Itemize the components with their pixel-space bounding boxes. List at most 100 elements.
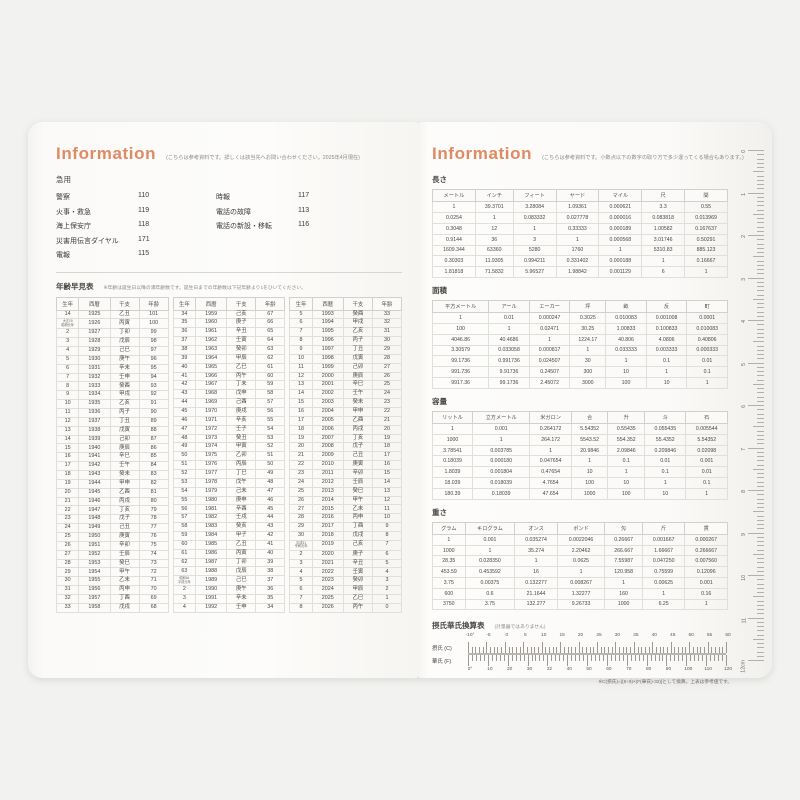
table-cell: 5 bbox=[289, 309, 313, 320]
table-header-row: リットル 立方メートル 米ガロン合升斗石 bbox=[432, 410, 728, 425]
table-header-row: 生年 西暦 干支 年齢 bbox=[289, 297, 403, 311]
ruler-tick bbox=[757, 464, 764, 466]
table-cell: 67 bbox=[255, 309, 286, 320]
table-cell: 41 bbox=[255, 539, 286, 550]
scale-tick bbox=[698, 655, 699, 662]
emergency-row: 災害用伝言ダイヤル 171 bbox=[56, 236, 172, 246]
table-cell: 22 bbox=[289, 460, 313, 470]
ruler-tick bbox=[757, 524, 764, 525]
table-cell: 甲午 bbox=[109, 567, 140, 578]
table-cell: 1946 bbox=[78, 496, 111, 507]
table-cell: 98 bbox=[138, 337, 169, 347]
table-cell: 100 bbox=[138, 318, 169, 330]
table-cell: 1 bbox=[512, 222, 557, 235]
table-cell: 0.55 bbox=[684, 201, 728, 214]
table-cell: 45 bbox=[255, 504, 286, 515]
table-cell: 9.26733 bbox=[556, 598, 606, 611]
ruler-tick bbox=[757, 558, 764, 559]
table-row: 1609.344 63360 5280 1760 1 5310.83 885.123 bbox=[432, 244, 728, 257]
ruler-tick bbox=[757, 634, 764, 636]
table-cell: 1949 bbox=[78, 523, 111, 534]
table-cell: 63360 bbox=[474, 244, 514, 257]
scale-tick bbox=[527, 655, 529, 667]
column-header: 西暦 bbox=[195, 297, 228, 311]
ruler-tick bbox=[757, 570, 764, 572]
table-cell: 600 bbox=[432, 587, 466, 600]
scale-tick bbox=[591, 655, 592, 662]
table-cell: 1963 bbox=[195, 344, 228, 355]
table-cell: 1978 bbox=[195, 477, 228, 488]
table-cell: 己巳 bbox=[109, 345, 140, 356]
table-cell: 0.001008 bbox=[645, 312, 688, 324]
ruler-tick bbox=[757, 456, 764, 457]
table-cell: 28 bbox=[289, 513, 313, 524]
table-row: 1.81818 71.5832 5.96527 1.98842 0.001129 6 1 bbox=[432, 266, 728, 278]
table-cell: 266.667 bbox=[604, 544, 643, 557]
table-cell: 1999 bbox=[311, 362, 344, 373]
ruler-tick bbox=[757, 396, 764, 398]
table-cell: 庚戌 bbox=[226, 406, 257, 417]
table-cell: 1970 bbox=[195, 406, 228, 417]
table-cell: 17 bbox=[289, 415, 313, 426]
ruler-tick bbox=[748, 575, 764, 576]
table-cell: 丙戌 bbox=[342, 424, 373, 435]
scale-tick bbox=[551, 655, 552, 662]
table-cell: 31 bbox=[55, 585, 80, 596]
table-cell: 0.001667 bbox=[641, 533, 686, 546]
table-cell: 1 bbox=[464, 544, 516, 557]
table-cell: 辛未 bbox=[226, 594, 257, 604]
ruler-tick bbox=[757, 417, 764, 419]
table-cell: 丙戌 bbox=[109, 496, 140, 507]
scale-tick bbox=[571, 655, 572, 662]
table-row: 1 0.01 0.000247 0.3025 0.010083 0.001008 0.000… bbox=[431, 312, 728, 324]
table-cell: 辛未 bbox=[109, 363, 140, 374]
table-cell: 554.352 bbox=[607, 433, 646, 446]
table-cell: 39 bbox=[172, 353, 197, 364]
scale-tick bbox=[538, 647, 539, 654]
table-row: 45 1970 庚戌 56 bbox=[172, 406, 286, 417]
table-row: 17 2005 乙酉 21 bbox=[289, 415, 403, 426]
table-cell: 11 bbox=[55, 408, 80, 418]
ruler-tick bbox=[757, 549, 764, 551]
table-cell: 23 bbox=[371, 398, 403, 408]
table-row: 31 1956 丙申 70 bbox=[55, 585, 169, 596]
column-header: 生年 bbox=[172, 297, 197, 311]
table-cell: 47.654 bbox=[529, 487, 572, 500]
table-cell: 1 bbox=[528, 333, 571, 346]
scale-tick bbox=[722, 647, 723, 654]
scale-tick bbox=[633, 642, 635, 654]
table-row: 14 2002 壬午 24 bbox=[289, 389, 403, 400]
scale-tick bbox=[614, 655, 616, 662]
scale-tick bbox=[539, 655, 541, 662]
column-header: 米ガロン bbox=[529, 410, 572, 425]
ruler-tick bbox=[757, 345, 764, 347]
table-row: 1000 1 264.172 5543.52 554.352 55.4352 5.54352 bbox=[432, 433, 728, 446]
table-cell: 己丑 bbox=[342, 451, 373, 462]
table-cell: 2019 bbox=[311, 539, 344, 551]
table-row: 20 2008 戊子 18 bbox=[289, 442, 403, 453]
ruler-tick bbox=[757, 311, 764, 313]
table-cell: 56 bbox=[172, 504, 197, 515]
table-cell: 1.66667 bbox=[641, 544, 686, 557]
table-cell: 19 bbox=[371, 433, 403, 444]
table-cell: 辛卯 bbox=[109, 540, 140, 551]
table-cell: 0.02098 bbox=[685, 444, 728, 457]
table-cell: 0.001 bbox=[464, 533, 516, 546]
table-cell: 1934 bbox=[78, 390, 111, 401]
table-cell: 7.55987 bbox=[604, 555, 643, 568]
table-cell: 1967 bbox=[195, 380, 228, 391]
table-cell: 1944 bbox=[78, 478, 111, 489]
table-cell: 37 bbox=[255, 575, 286, 587]
ruler-tick bbox=[757, 184, 764, 185]
table-cell: 28 bbox=[55, 558, 80, 569]
table-row: 0.18039 0.000180 0.047654 1 0.1 0.01 0.001 bbox=[432, 455, 728, 468]
cm-ruler: 0 1 2 3 4 5 6 7 8 9 10 11 12cm bbox=[730, 150, 764, 673]
ruler-tick bbox=[748, 405, 764, 406]
table-cell: 1966 bbox=[195, 371, 228, 382]
table-cell: 1989 bbox=[195, 575, 228, 587]
tick-label: 110 bbox=[704, 667, 712, 673]
ruler-tick bbox=[757, 324, 764, 325]
table-cell: 壬午 bbox=[342, 389, 373, 400]
scale-tick bbox=[706, 655, 707, 667]
table-row: 平成31 令和元年 2019 己亥 7 bbox=[289, 539, 403, 551]
